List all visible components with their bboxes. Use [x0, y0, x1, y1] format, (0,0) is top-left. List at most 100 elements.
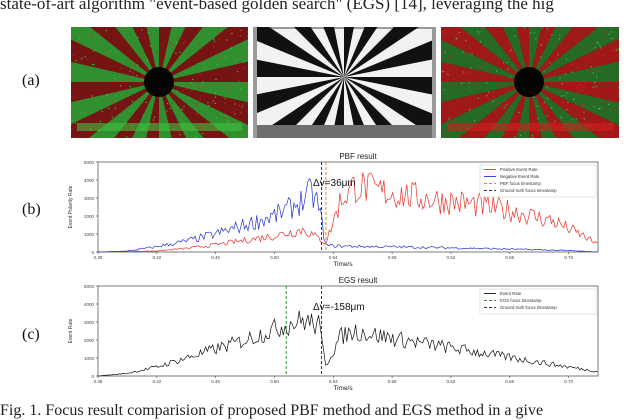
noise-dot	[599, 45, 600, 46]
noise-dot	[590, 70, 591, 71]
noise-dot	[231, 33, 232, 34]
noise-dot	[493, 100, 494, 101]
noise-dot	[94, 64, 95, 65]
noise-dot	[603, 54, 604, 55]
noise-dot	[198, 44, 199, 45]
noise-dot	[604, 33, 605, 34]
noise-dot	[142, 78, 143, 79]
noise-dot	[120, 85, 121, 86]
x-tick-label: 0.38	[94, 379, 103, 384]
noise-dot	[514, 136, 515, 137]
noise-dot	[537, 105, 538, 106]
noise-dot	[87, 59, 88, 60]
noise-dot	[232, 111, 233, 112]
noise-dot	[468, 72, 469, 73]
noise-dot	[504, 117, 505, 118]
noise-dot	[477, 31, 478, 32]
legend-label: Positive Event Rate	[500, 167, 538, 172]
noise-dot	[106, 94, 107, 95]
noise-dot	[205, 67, 206, 68]
noise-dot	[247, 35, 248, 36]
noise-dot	[213, 39, 214, 40]
noise-dot	[442, 51, 443, 52]
noise-dot	[575, 39, 576, 40]
noise-dot	[244, 61, 245, 62]
noise-dot	[106, 99, 107, 100]
noise-dot	[448, 75, 449, 76]
noise-dot	[533, 97, 534, 98]
noise-dot	[182, 111, 183, 112]
noise-dot	[535, 38, 536, 39]
noise-dot	[567, 109, 568, 110]
noise-dot	[134, 65, 135, 66]
legend-label: EGS focus timestamp	[500, 298, 542, 303]
noise-dot	[214, 41, 215, 42]
figure-caption: Fig. 1. Focus result comparision of prop…	[0, 402, 640, 420]
x-tick-label: 0.62	[447, 379, 456, 384]
noise-dot	[609, 109, 610, 110]
center-hole	[144, 67, 174, 97]
x-tick-label: 0.54	[329, 379, 338, 384]
noise-dot	[192, 79, 193, 80]
noise-dot	[507, 43, 508, 44]
noise-dot	[78, 42, 79, 43]
noise-dot	[482, 28, 483, 29]
delta-annotation: Δv=-158μm	[313, 302, 365, 313]
noise-dot	[559, 34, 560, 35]
noise-dot	[213, 46, 214, 47]
noise-dot	[217, 65, 218, 66]
noise-dot	[126, 136, 127, 137]
noise-dot	[215, 97, 216, 98]
noise-dot	[150, 45, 151, 46]
noise-dot	[542, 105, 543, 106]
noise-dot	[546, 115, 547, 116]
event-image-left	[71, 27, 248, 138]
noise-dot	[592, 31, 593, 32]
noise-dot	[599, 108, 600, 109]
noise-dot	[204, 114, 205, 115]
noise-dot	[610, 31, 611, 32]
noise-dot	[148, 122, 149, 123]
table-edge	[253, 125, 436, 138]
noise-dot	[507, 91, 508, 92]
noise-dot	[498, 103, 499, 104]
noise-dot	[616, 77, 617, 78]
chart-title: PBF result	[339, 152, 377, 161]
noise-dot	[494, 111, 495, 112]
noise-dot	[161, 105, 162, 106]
noise-dot	[547, 98, 548, 99]
noise-dot	[551, 34, 552, 35]
panel-a-label: (a)	[22, 72, 40, 90]
noise-dot	[449, 108, 450, 109]
noise-dot	[470, 68, 471, 69]
noise-dot	[444, 32, 445, 33]
noise-dot	[130, 86, 131, 87]
noise-dot	[507, 62, 508, 63]
x-axis-label: Time/s	[333, 261, 353, 268]
noise-dot	[508, 68, 509, 69]
noise-dot	[143, 115, 144, 116]
noise-dot	[80, 59, 81, 60]
noise-dot	[71, 95, 72, 96]
noise-dot	[234, 103, 235, 104]
noise-dot	[541, 45, 542, 46]
x-tick-label: 0.54	[329, 255, 338, 260]
noise-dot	[578, 84, 579, 85]
noise-dot	[199, 88, 200, 89]
noise-dot	[453, 120, 454, 121]
x-tick-label: 0.38	[94, 255, 103, 260]
y-tick-label: 3000	[84, 320, 95, 325]
noise-dot	[166, 113, 167, 114]
noise-dot	[106, 54, 107, 55]
noise-dot	[584, 118, 585, 119]
legend-label: PBF focus timestamp	[500, 181, 541, 186]
noise-dot	[81, 57, 82, 58]
noise-dot	[561, 117, 562, 118]
y-tick-label: 2000	[84, 214, 95, 219]
noise-dot	[247, 31, 248, 32]
noise-dot	[547, 28, 548, 29]
x-tick-label: 0.46	[211, 379, 220, 384]
noise-dot	[144, 37, 145, 38]
noise-dot	[441, 71, 442, 72]
legend-label: Negative Event Rate	[500, 174, 540, 179]
